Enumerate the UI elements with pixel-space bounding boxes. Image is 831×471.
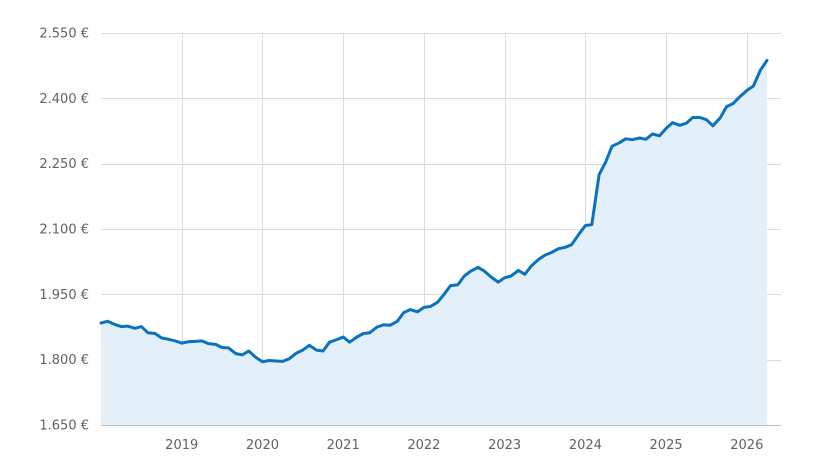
x-tick-label: 2025 [650, 438, 683, 453]
x-tick-label: 2023 [488, 438, 521, 453]
x-tick-label: 2020 [246, 438, 279, 453]
y-tick-label: 2.100 € [39, 223, 89, 238]
area-fill [101, 60, 767, 426]
x-tick-label: 2022 [407, 438, 440, 453]
y-tick-label: 2.400 € [39, 92, 89, 107]
y-tick-label: 1.950 € [39, 288, 89, 303]
y-axis-tick-labels: 1.650 € 1.800 € 1.950 € 2.100 € 2.250 € 2.400… [39, 27, 89, 434]
x-axis-tick-labels: 2019 2020 2021 2022 2023 2024 2025 2026 [165, 438, 763, 453]
x-tick-label: 2019 [165, 438, 198, 453]
series-line [99, 58, 769, 364]
x-tick-label: 2026 [730, 438, 763, 453]
x-tick-label: 2024 [569, 438, 602, 453]
y-tick-label: 1.800 € [39, 353, 89, 368]
x-tick-label: 2021 [327, 438, 360, 453]
y-tick-label: 2.250 € [39, 157, 89, 172]
y-tick-label: 1.650 € [39, 419, 89, 434]
y-tick-label: 2.550 € [39, 27, 89, 42]
